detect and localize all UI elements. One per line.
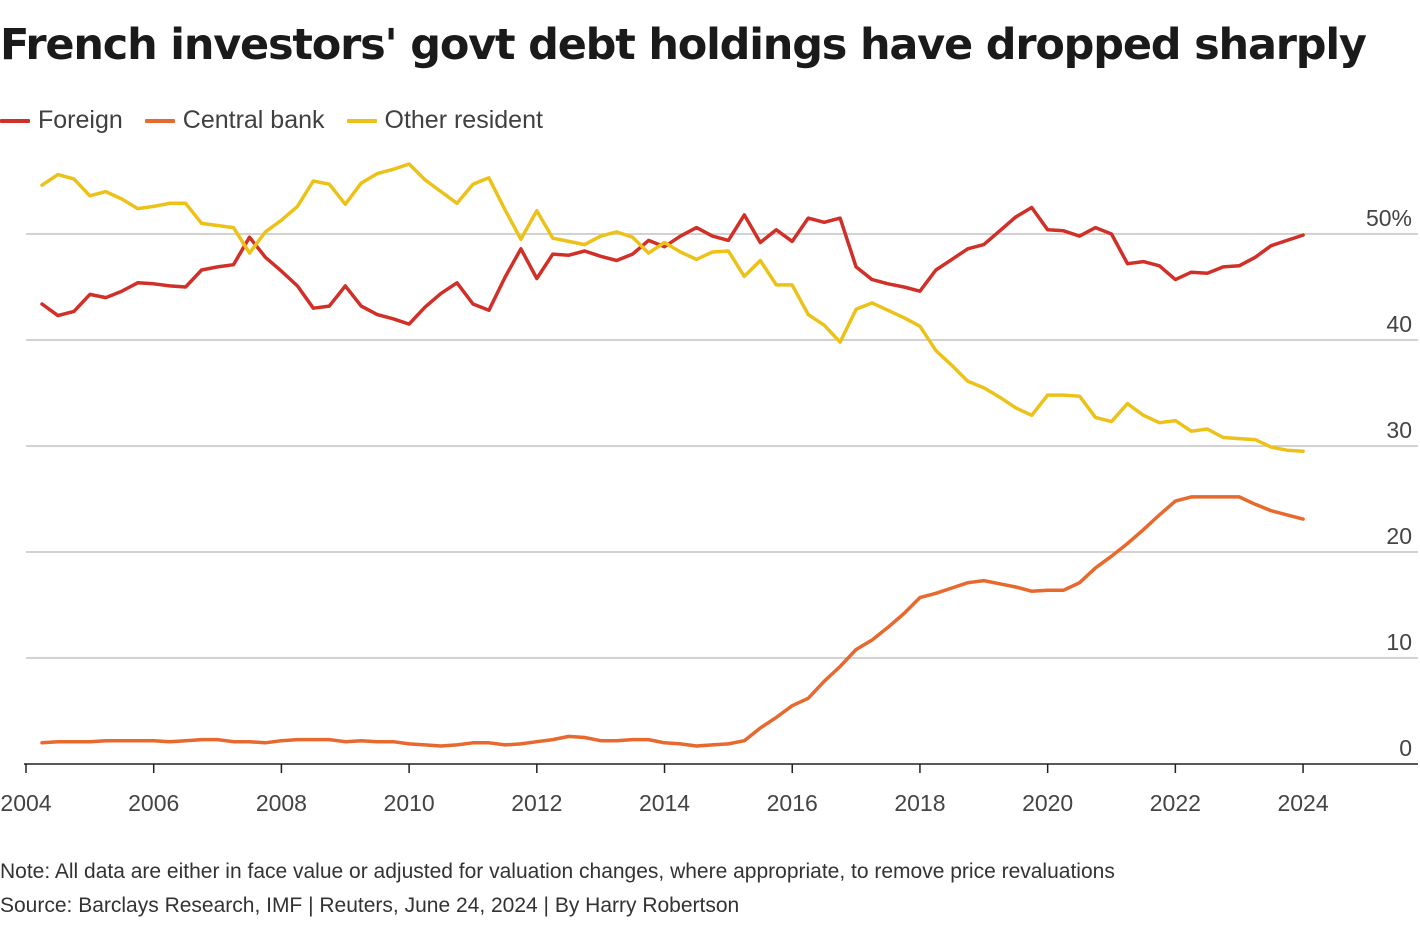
legend-item-other-resident: Other resident <box>346 106 543 135</box>
y-tick-label-10: 10 <box>1386 629 1412 655</box>
legend-swatch-foreign <box>0 118 30 123</box>
x-tick-label-2016: 2016 <box>767 790 818 816</box>
x-tick-label-2008: 2008 <box>256 790 307 816</box>
y-tick-label-0: 0 <box>1399 735 1412 761</box>
x-tick-label-2010: 2010 <box>384 790 435 816</box>
x-tick-label-2004: 2004 <box>0 790 51 816</box>
legend-label-other-resident: Other resident <box>384 106 543 134</box>
y-tick-label-20: 20 <box>1386 523 1412 549</box>
legend-item-central-bank: Central bank <box>144 106 325 135</box>
y-tick-label-30: 30 <box>1386 417 1412 443</box>
y-tick-label-40: 40 <box>1386 311 1412 337</box>
chart-note: Note: All data are either in face value … <box>0 860 1115 883</box>
x-tick-label-2006: 2006 <box>128 790 179 816</box>
x-tick-label-2020: 2020 <box>1022 790 1073 816</box>
legend-label-foreign: Foreign <box>38 106 123 134</box>
legend: Foreign Central bank Other resident <box>0 106 565 135</box>
series-line-foreign <box>40 205 1305 326</box>
legend-label-central-bank: Central bank <box>182 106 325 134</box>
y-tick-label-50: 50% <box>1366 205 1412 231</box>
x-tick-label-2018: 2018 <box>894 790 945 816</box>
series-line-central-bank <box>40 495 1305 748</box>
chart-source: Source: Barclays Research, IMF | Reuters… <box>0 894 740 917</box>
legend-swatch-other-resident <box>346 118 377 123</box>
legend-swatch-central-bank <box>144 118 175 123</box>
x-tick-label-2012: 2012 <box>511 790 562 816</box>
x-tick-label-2022: 2022 <box>1150 790 1201 816</box>
x-tick-label-2014: 2014 <box>639 790 690 816</box>
x-tick-label-2024: 2024 <box>1277 790 1328 816</box>
series-line-other-resident <box>40 162 1305 454</box>
legend-item-foreign: Foreign <box>0 106 123 135</box>
page-title: French investors' govt debt holdings hav… <box>0 20 1367 70</box>
line-chart: 0 10 20 30 40 50% 2004 2006 2008 2010 2012 2014 2016… <box>0 162 1418 816</box>
